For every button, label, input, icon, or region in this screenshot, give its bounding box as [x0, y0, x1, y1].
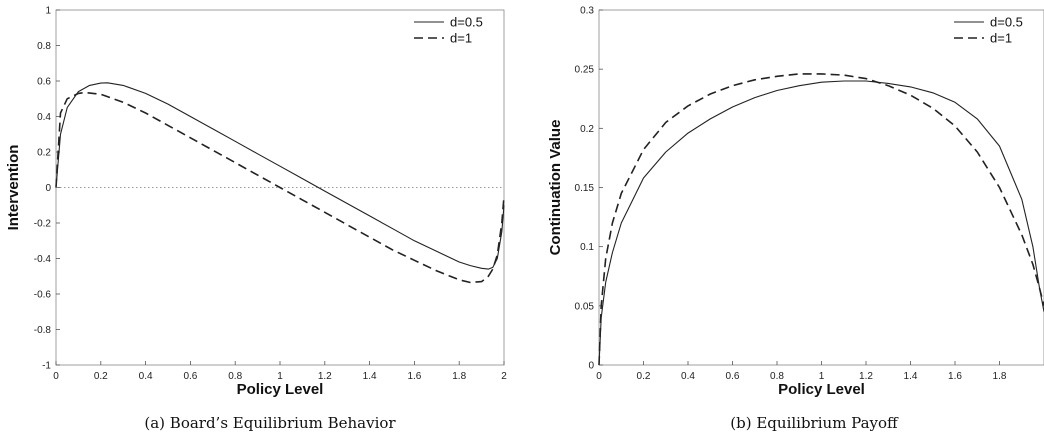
y-axis-label: Continuation Value — [547, 120, 564, 256]
y-tick-label: 0.05 — [575, 301, 595, 312]
x-axis-label: Policy Level — [778, 381, 865, 398]
y-tick-label: 0.15 — [575, 183, 595, 194]
x-tick-label: 1.6 — [407, 371, 421, 382]
chart-panel-a: 0 0.2 0.4 0.6 0.8 1 1.2 1.4 1.6 1.8 2 -1 -0.8 -0.6 -0.… — [5, 6, 507, 433]
y-tick-label: 0.25 — [575, 65, 595, 76]
y-tick-label: 0 — [588, 361, 594, 372]
y-tick-label: -0.8 — [34, 325, 52, 336]
y-tick-label: 0.2 — [37, 148, 51, 159]
x-tick-label: 0 — [53, 371, 59, 382]
series-line-d-1 — [55, 91, 505, 284]
y-tick-label: -0.4 — [34, 254, 52, 265]
y-tick-label: 0.1 — [580, 242, 594, 253]
plot-frame — [598, 9, 1044, 366]
legend-label: d=1 — [450, 31, 472, 46]
y-tick-label: 0.4 — [37, 112, 51, 123]
series-line-d-1 — [598, 73, 1044, 366]
y-tick-label: -1 — [42, 361, 51, 372]
x-tick-label: 1.2 — [859, 371, 873, 382]
x-tick-label: 0.6 — [726, 371, 740, 382]
x-tick-label: 0.8 — [770, 371, 784, 382]
y-tick-label: 0 — [45, 183, 51, 194]
x-axis-label: Policy Level — [237, 381, 324, 398]
x-tick-label: 1 — [277, 371, 283, 382]
x-tick-label: 1.4 — [904, 371, 918, 382]
legend-label: d=0.5 — [450, 15, 483, 30]
chart-panel-b: 0 0.2 0.4 0.6 0.8 1 1.2 1.4 1.6 1.8 0 0.05 0.1 0.15 0.… — [547, 6, 1044, 432]
y-tick-label: 0.2 — [580, 124, 594, 135]
y-tick-label: 1 — [45, 6, 51, 17]
x-tick-label: 0.6 — [183, 371, 197, 382]
figure-caption: (a) Board’s Equilibrium Behavior — [144, 414, 396, 432]
y-tick-label: 0.6 — [37, 77, 51, 88]
legend-label: d=0.5 — [990, 15, 1023, 30]
x-tick-label: 1.4 — [363, 371, 377, 382]
legend-label: d=1 — [990, 31, 1012, 46]
x-tick-label: 0.4 — [681, 371, 695, 382]
x-tick-label: 1.8 — [452, 371, 466, 382]
x-tick-label: 0 — [596, 371, 602, 382]
y-tick-label: 0.3 — [580, 6, 594, 17]
series-line-d-0-5 — [55, 82, 505, 270]
x-tick-label: 1.2 — [318, 371, 332, 382]
x-tick-label: 1.8 — [993, 371, 1007, 382]
x-tick-label: 0.2 — [637, 371, 651, 382]
x-tick-label: 0.8 — [228, 371, 242, 382]
y-tick-label: -0.2 — [34, 219, 52, 230]
y-tick-label: -0.6 — [34, 290, 52, 301]
figure-caption: (b) Equilibrium Payoff — [730, 414, 899, 432]
x-tick-label: 1.6 — [948, 371, 962, 382]
y-tick-label: 0.8 — [37, 41, 51, 52]
y-axis-label: Intervention — [5, 145, 22, 231]
x-tick-label: 1 — [819, 371, 825, 382]
x-tick-label: 0.2 — [94, 371, 108, 382]
series-line-d-0-5 — [598, 80, 1044, 366]
x-tick-label: 0.4 — [139, 371, 153, 382]
x-tick-label: 2 — [501, 371, 507, 382]
